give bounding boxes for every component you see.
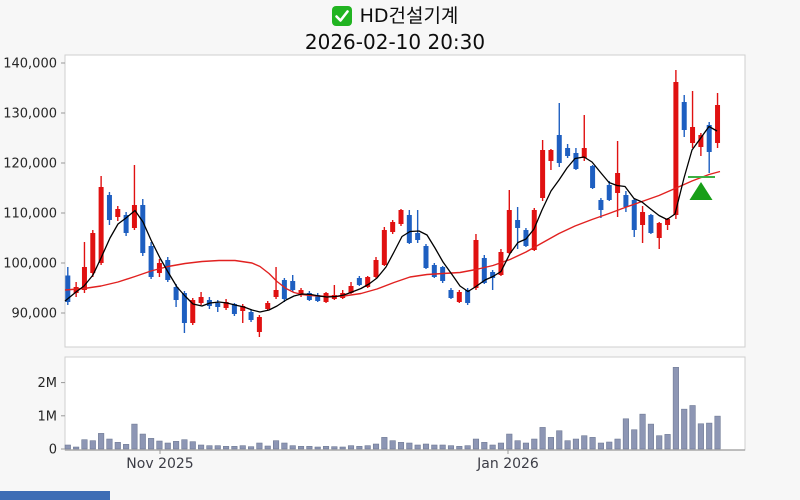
svg-text:90,000: 90,000 — [12, 307, 58, 322]
axes-layer: 140,000 130,000 120,000 110,000 100,000 90,00… — [3, 57, 745, 472]
volume-layer — [64, 367, 721, 450]
ma-long-line — [64, 170, 721, 298]
title-row: HD건설기계 — [0, 4, 790, 28]
svg-text:130,000: 130,000 — [3, 107, 57, 122]
bottom-scrollbar-thumb[interactable] — [0, 491, 110, 500]
green-check-icon — [331, 6, 352, 26]
svg-text:100,000: 100,000 — [3, 257, 57, 272]
svg-text:Jan 2026: Jan 2026 — [476, 456, 539, 472]
chart-header: HD건설기계 2026-02-10 20:30 — [0, 4, 790, 55]
svg-text:Nov 2025: Nov 2025 — [126, 456, 193, 472]
svg-text:120,000: 120,000 — [3, 157, 57, 172]
check-icon-box — [331, 6, 352, 26]
candles-layer — [65, 70, 721, 337]
svg-text:0: 0 — [49, 443, 57, 458]
svg-text:110,000: 110,000 — [3, 207, 57, 222]
buy-marker — [688, 176, 715, 200]
svg-text:140,000: 140,000 — [3, 57, 57, 72]
svg-text:2M: 2M — [38, 376, 58, 391]
stock-name: HD건설기계 — [359, 5, 459, 27]
panel-backgrounds — [64, 54, 746, 451]
svg-text:1M: 1M — [38, 409, 58, 424]
ma-short-line — [64, 125, 718, 313]
chart-datetime: 2026-02-10 20:30 — [304, 30, 486, 54]
